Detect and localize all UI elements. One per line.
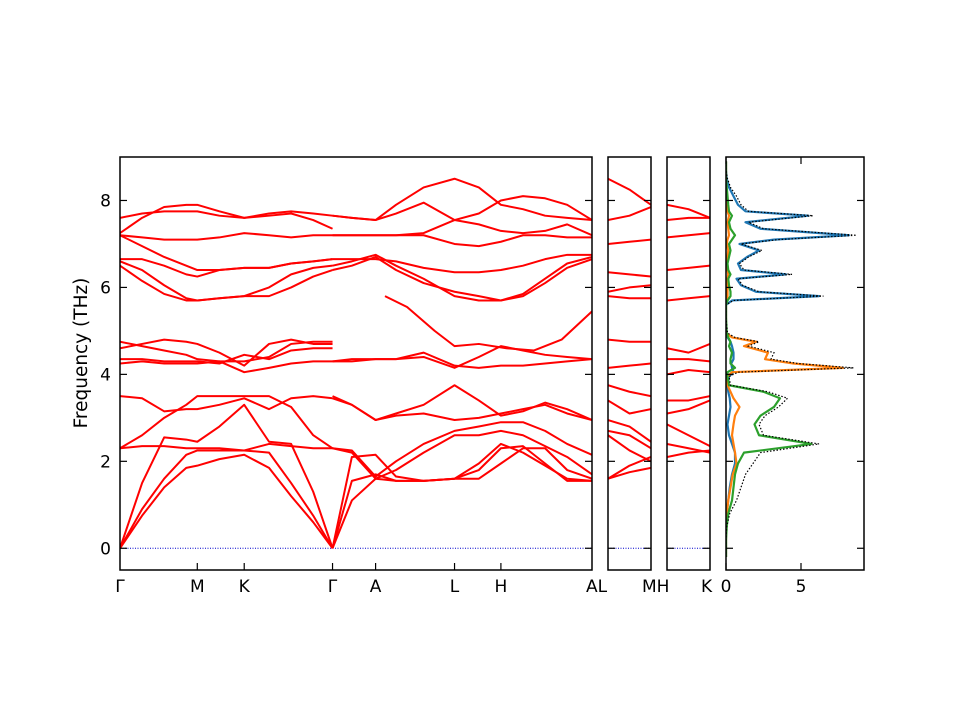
band-line bbox=[120, 340, 333, 363]
band-line bbox=[120, 234, 333, 272]
x-tick-label: Γ bbox=[115, 577, 125, 597]
band-line bbox=[332, 345, 592, 369]
x-tick-label: H bbox=[495, 577, 508, 597]
band-line bbox=[332, 253, 592, 302]
bands-group bbox=[667, 203, 710, 458]
band-line bbox=[667, 203, 710, 219]
band-line bbox=[667, 295, 710, 302]
band-line bbox=[608, 434, 651, 463]
x-tick-label: Γ bbox=[328, 577, 338, 597]
y-tick-label: 6 bbox=[100, 278, 111, 298]
band-line bbox=[667, 358, 710, 363]
band-line bbox=[120, 453, 334, 549]
band-line bbox=[608, 466, 651, 480]
x-tick-label: 0 bbox=[721, 577, 732, 597]
band-line bbox=[608, 206, 651, 222]
dos-total bbox=[726, 161, 857, 557]
band-line bbox=[608, 362, 651, 369]
band-line bbox=[331, 447, 592, 549]
band-line bbox=[332, 253, 592, 274]
band-line bbox=[667, 232, 710, 239]
panel-frame bbox=[119, 156, 593, 571]
band-line bbox=[667, 399, 710, 415]
y-tick-label: 4 bbox=[100, 365, 111, 385]
bands-group bbox=[608, 177, 651, 480]
band-line bbox=[608, 284, 651, 293]
band-panel-3: K bbox=[666, 156, 713, 597]
band-line bbox=[120, 442, 333, 452]
band-line bbox=[608, 399, 651, 415]
band-line bbox=[331, 445, 592, 549]
band-line bbox=[120, 403, 334, 549]
band-line bbox=[608, 338, 651, 343]
band-line bbox=[332, 429, 592, 480]
x-tick-label: 5 bbox=[796, 577, 807, 597]
dos-curves bbox=[726, 161, 857, 557]
dos-partial-3 bbox=[726, 161, 813, 557]
band-line bbox=[120, 210, 333, 219]
x-tick-label: MH bbox=[642, 577, 669, 597]
y-tick-label: 2 bbox=[100, 452, 111, 472]
band-line bbox=[332, 234, 592, 248]
band-line bbox=[120, 395, 333, 413]
band-line bbox=[608, 238, 651, 245]
bands-group bbox=[120, 177, 592, 549]
band-line bbox=[120, 360, 333, 374]
band-line bbox=[667, 343, 710, 354]
x-tick-label: A bbox=[370, 577, 382, 597]
band-line bbox=[384, 295, 592, 352]
band-line bbox=[667, 369, 710, 376]
band-line bbox=[608, 271, 651, 278]
band-line bbox=[608, 419, 651, 443]
band-line bbox=[667, 423, 710, 447]
band-line bbox=[120, 232, 333, 241]
band-line bbox=[332, 421, 592, 478]
x-tick-label: M bbox=[190, 577, 205, 597]
band-line bbox=[120, 203, 333, 234]
band-line bbox=[120, 395, 334, 450]
dos-partial-2 bbox=[726, 161, 845, 557]
band-line bbox=[667, 442, 710, 454]
panel-frame bbox=[666, 156, 711, 571]
y-tick-label: 8 bbox=[100, 191, 111, 211]
band-line bbox=[120, 449, 334, 549]
band-line bbox=[332, 219, 592, 237]
band-line bbox=[608, 295, 651, 300]
band-line bbox=[331, 442, 592, 549]
band-line bbox=[608, 429, 651, 450]
band-panel-2: MH bbox=[607, 156, 669, 597]
x-tick-label: K bbox=[239, 577, 251, 597]
panel-frame bbox=[725, 156, 865, 571]
y-axis-label: Frequency (THz) bbox=[71, 278, 92, 429]
band-line bbox=[120, 338, 333, 367]
y-tick-label: 0 bbox=[100, 539, 111, 559]
band-line bbox=[332, 177, 592, 222]
x-tick-label: AL bbox=[586, 577, 608, 597]
band-line bbox=[332, 384, 592, 422]
band-line bbox=[332, 255, 592, 302]
band-line bbox=[608, 384, 651, 398]
band-line bbox=[667, 264, 710, 272]
panel-frame bbox=[607, 156, 652, 571]
x-tick-label: K bbox=[701, 577, 713, 597]
x-tick-label: L bbox=[450, 577, 460, 597]
band-line bbox=[608, 456, 651, 480]
band-line bbox=[608, 177, 651, 206]
band-line bbox=[120, 260, 333, 302]
band-line bbox=[120, 347, 333, 365]
band-line bbox=[667, 216, 710, 222]
band-line bbox=[667, 395, 710, 402]
band-line bbox=[332, 397, 592, 422]
dos-partial-1 bbox=[726, 161, 851, 557]
band-line bbox=[332, 351, 592, 369]
